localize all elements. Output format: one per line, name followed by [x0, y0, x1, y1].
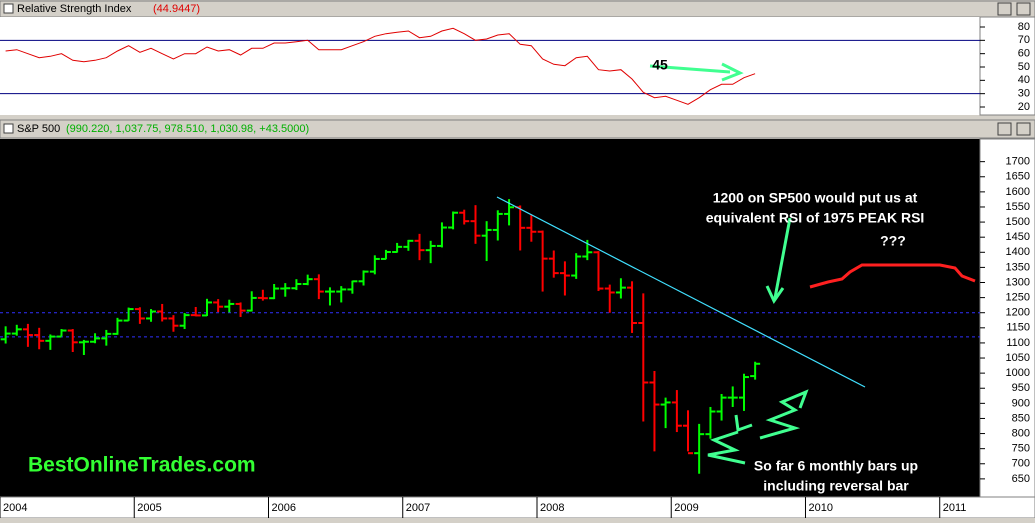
- maximize-button[interactable]: [997, 2, 1012, 16]
- y-tick-label: 950: [1012, 382, 1030, 394]
- panel-icon: [3, 123, 14, 134]
- y-tick-label: 1600: [1006, 186, 1030, 198]
- rsi-line: [5, 27, 756, 105]
- y-tick-label: 30: [1018, 88, 1030, 100]
- annotation: 1200 on SP500 would put us at: [713, 190, 918, 206]
- y-tick-label: 1350: [1006, 261, 1030, 273]
- y-tick-label: 850: [1012, 412, 1030, 424]
- rsi-value: (44.9447): [153, 3, 200, 15]
- y-tick-label: 1150: [1006, 322, 1030, 334]
- arrows: [649, 62, 809, 465]
- x-tick-label: 2009: [674, 502, 698, 514]
- y-tick-label: 650: [1012, 473, 1030, 485]
- trend-line: [496, 196, 866, 388]
- maximize-button[interactable]: [997, 122, 1012, 136]
- y-tick-label: 70: [1018, 34, 1030, 46]
- annotation: including reversal bar: [763, 478, 909, 494]
- y-tick-label: 80: [1018, 21, 1030, 33]
- y-tick-label: 1050: [1006, 352, 1030, 364]
- y-tick-label: 1200: [1006, 307, 1030, 319]
- x-tick-label: 2008: [540, 502, 564, 514]
- rsi-plot-area: [0, 17, 980, 115]
- panel-icon: [3, 3, 14, 14]
- y-tick-label: 1550: [1006, 201, 1030, 213]
- close-button[interactable]: [1016, 122, 1031, 136]
- y-tick-label: 900: [1012, 397, 1030, 409]
- annotation: So far 6 monthly bars up: [754, 458, 918, 474]
- y-tick-label: 1700: [1006, 156, 1030, 168]
- price-title: S&P 500: [17, 123, 60, 135]
- price-values: (990.220, 1,037.75, 978.510, 1,030.98, +…: [66, 123, 309, 135]
- y-tick-label: 1650: [1006, 171, 1030, 183]
- y-tick-label: 750: [1012, 443, 1030, 455]
- y-tick-label: 50: [1018, 61, 1030, 73]
- rsi-annotation: 45: [652, 57, 668, 73]
- y-tick-label: 1250: [1006, 292, 1030, 304]
- x-tick-label: 2004: [3, 502, 27, 514]
- y-tick-label: 1450: [1006, 231, 1030, 243]
- y-tick-label: 1300: [1006, 276, 1030, 288]
- x-tick-label: 2005: [137, 502, 161, 514]
- y-tick-label: 1100: [1006, 337, 1030, 349]
- rsi-title: Relative Strength Index: [17, 3, 132, 15]
- close-button[interactable]: [1016, 2, 1031, 16]
- x-tick-label: 2007: [406, 502, 430, 514]
- annotation: equivalent RSI of 1975 PEAK RSI: [706, 210, 925, 226]
- rsi-axis-area: [979, 16, 1035, 116]
- y-tick-label: 700: [1012, 458, 1030, 470]
- price-axis-area: [979, 138, 1035, 498]
- y-tick-label: 40: [1018, 74, 1030, 86]
- watermark: BestOnlineTrades.com: [28, 454, 256, 477]
- x-tick-label: 2011: [943, 502, 967, 514]
- projection-line: [809, 263, 976, 289]
- y-tick-label: 20: [1018, 101, 1030, 113]
- y-tick-label: 1500: [1006, 216, 1030, 228]
- x-tick-label: 2006: [271, 502, 295, 514]
- price-header: [0, 119, 1035, 139]
- x-tick-label: 2010: [808, 502, 832, 514]
- y-tick-label: 1000: [1006, 367, 1030, 379]
- y-tick-label: 1400: [1006, 246, 1030, 258]
- y-tick-label: 800: [1012, 427, 1030, 439]
- annotation: ???: [880, 233, 906, 249]
- y-tick-label: 60: [1018, 48, 1030, 60]
